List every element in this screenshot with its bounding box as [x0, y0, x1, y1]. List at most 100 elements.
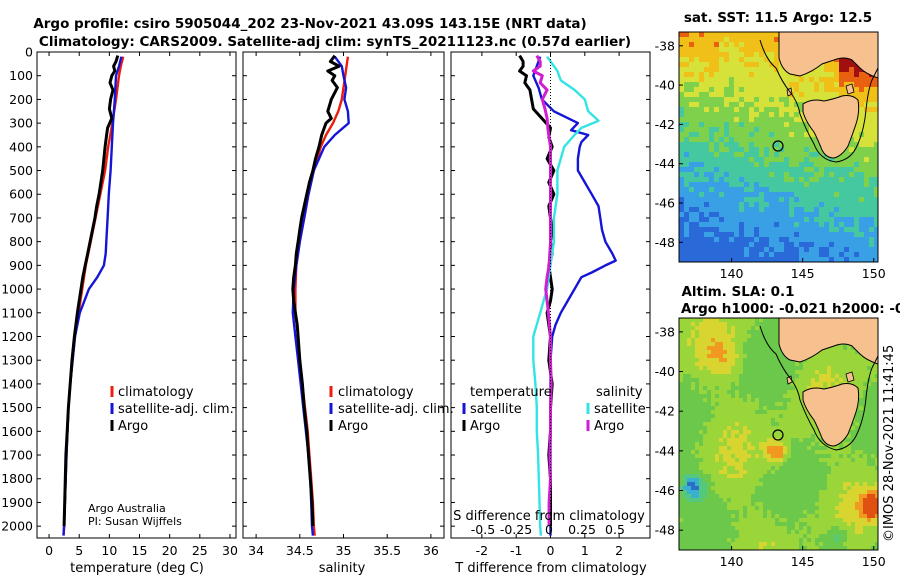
map-cell: [691, 510, 696, 515]
map-cell: [759, 330, 764, 335]
map-cell: [764, 147, 770, 153]
map-cell: [827, 362, 832, 367]
map-cell: [764, 212, 770, 218]
map-cell: [783, 510, 788, 515]
map-cell: [794, 152, 800, 158]
map-cell: [683, 506, 688, 511]
map-cell: [771, 526, 776, 531]
map-cell: [875, 422, 878, 427]
map-cell: [759, 542, 764, 547]
map-cell: [811, 366, 816, 371]
map-cell: [844, 82, 850, 88]
map-cell: [867, 458, 872, 463]
map-cell: [764, 62, 770, 68]
map-cell: [804, 97, 810, 103]
map-cell: [747, 370, 752, 375]
map-cell: [755, 466, 760, 471]
map-cell: [811, 506, 816, 511]
map-cell: [874, 187, 878, 193]
map-cell: [869, 142, 875, 148]
map-cell: [875, 434, 878, 439]
map-cell: [771, 538, 776, 543]
map-cell: [769, 147, 775, 153]
map-cell: [771, 398, 776, 403]
map-cell: [683, 322, 688, 327]
map-cell: [795, 378, 800, 383]
map-cell: [867, 434, 872, 439]
map-cell: [699, 330, 704, 335]
map-cell: [803, 386, 808, 391]
legend-label-s-argo: Argo: [594, 419, 624, 434]
map-cell: [715, 486, 720, 491]
map-cell: [727, 390, 732, 395]
map-cell: [694, 72, 700, 78]
map-cell: [859, 506, 864, 511]
map-cell: [767, 498, 772, 503]
map-cell: [703, 366, 708, 371]
map-cell: [759, 92, 765, 98]
map-cell: [799, 77, 805, 83]
map-cell: [739, 486, 744, 491]
map-cell: [695, 478, 700, 483]
map-cell: [754, 37, 760, 43]
map-cell: [804, 92, 810, 98]
map-cell: [799, 142, 805, 148]
map-cell: [695, 410, 700, 415]
map-cell: [743, 522, 748, 527]
map-cell: [871, 458, 876, 463]
map-cell: [844, 77, 850, 83]
map-cell: [849, 142, 855, 148]
map-cell: [684, 152, 690, 158]
map-cell: [775, 338, 780, 343]
map-cell: [694, 157, 700, 163]
map-cell: [754, 162, 760, 168]
map-cell: [844, 242, 850, 248]
map-cell: [769, 112, 775, 118]
map-cell: [751, 434, 756, 439]
map-cell: [684, 112, 690, 118]
map-cell: [691, 502, 696, 507]
map-cell: [755, 422, 760, 427]
map-cell: [751, 510, 756, 515]
map-cell: [699, 326, 704, 331]
map-cell: [739, 354, 744, 359]
map-cell: [775, 458, 780, 463]
map-cell: [687, 322, 692, 327]
map-cell: [799, 222, 805, 228]
map-cell: [779, 398, 784, 403]
map-cell: [767, 494, 772, 499]
map-cell: [764, 42, 770, 48]
map-cell: [811, 454, 816, 459]
map-cell: [743, 434, 748, 439]
map-cell: [829, 247, 835, 253]
map-cell: [791, 482, 796, 487]
map-cell: [734, 112, 740, 118]
map-cell: [844, 57, 850, 63]
map-cell: [735, 438, 740, 443]
map-cell: [714, 207, 720, 213]
map-cell: [684, 82, 690, 88]
map-cell: [874, 87, 878, 93]
map-cell: [687, 398, 692, 403]
map-cell: [743, 450, 748, 455]
map-cell: [767, 418, 772, 423]
map-cell: [839, 82, 845, 88]
map-cell: [767, 526, 772, 531]
map-cell: [847, 538, 852, 543]
map-cell: [679, 514, 684, 519]
map-cell: [863, 474, 868, 479]
map-cell: [819, 207, 825, 213]
map-cell: [855, 450, 860, 455]
map-cell: [815, 462, 820, 467]
map-cell: [831, 534, 836, 539]
map-cell: [695, 370, 700, 375]
map-cell: [764, 52, 770, 58]
map-cell: [771, 370, 776, 375]
map-cell: [827, 538, 832, 543]
map-cell: [731, 370, 736, 375]
map-cell: [679, 494, 684, 499]
map-cell: [687, 434, 692, 439]
map-cell: [759, 382, 764, 387]
map-cell: [687, 470, 692, 475]
map-cell: [714, 92, 720, 98]
